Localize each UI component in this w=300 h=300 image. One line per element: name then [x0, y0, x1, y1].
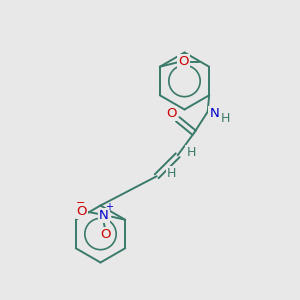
Text: O: O	[166, 107, 176, 120]
Text: H: H	[167, 167, 176, 180]
Text: H: H	[187, 146, 196, 159]
Text: −: −	[76, 198, 85, 208]
Text: O: O	[100, 228, 110, 241]
Text: N: N	[209, 107, 219, 120]
Text: H: H	[220, 112, 230, 125]
Text: +: +	[105, 202, 113, 212]
Text: O: O	[77, 205, 87, 218]
Text: O: O	[178, 55, 188, 68]
Text: N: N	[99, 209, 109, 222]
